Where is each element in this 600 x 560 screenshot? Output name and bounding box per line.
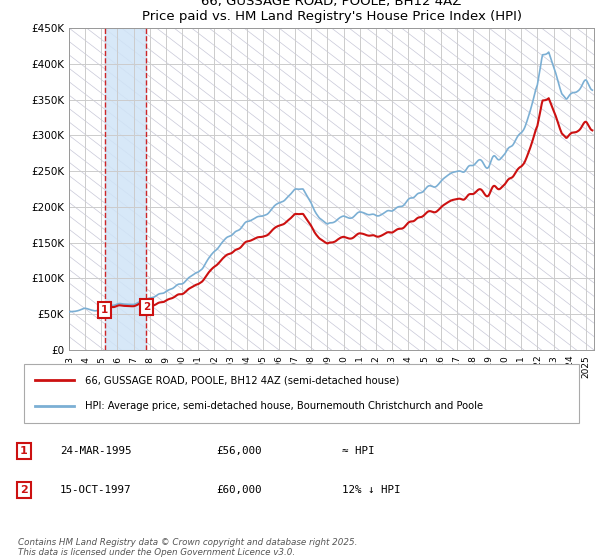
FancyBboxPatch shape [24, 364, 579, 423]
Text: £56,000: £56,000 [216, 446, 262, 456]
Text: 24-MAR-1995: 24-MAR-1995 [60, 446, 131, 456]
Text: 2: 2 [143, 302, 150, 312]
Text: ≈ HPI: ≈ HPI [342, 446, 374, 456]
Bar [105, 28, 146, 350]
Text: 1: 1 [101, 305, 109, 315]
Text: £60,000: £60,000 [216, 485, 262, 495]
Text: Contains HM Land Registry data © Crown copyright and database right 2025.
This d: Contains HM Land Registry data © Crown c… [18, 538, 358, 557]
Text: HPI: Average price, semi-detached house, Bournemouth Christchurch and Poole: HPI: Average price, semi-detached house,… [85, 402, 483, 412]
Text: 2: 2 [20, 485, 28, 495]
Text: 1: 1 [20, 446, 28, 456]
Text: 66, GUSSAGE ROAD, POOLE, BH12 4AZ (semi-detached house): 66, GUSSAGE ROAD, POOLE, BH12 4AZ (semi-… [85, 375, 400, 385]
Text: 12% ↓ HPI: 12% ↓ HPI [342, 485, 401, 495]
Text: 15-OCT-1997: 15-OCT-1997 [60, 485, 131, 495]
Title: 66, GUSSAGE ROAD, POOLE, BH12 4AZ
Price paid vs. HM Land Registry's House Price : 66, GUSSAGE ROAD, POOLE, BH12 4AZ Price … [142, 0, 521, 22]
